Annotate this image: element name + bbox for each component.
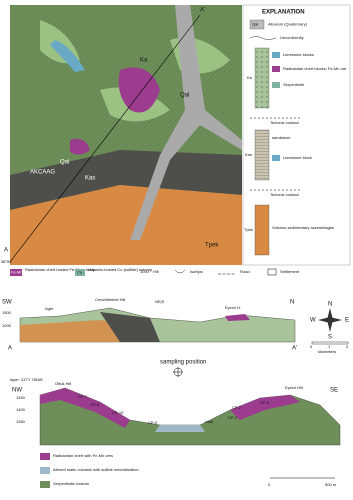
explanation-title: EXPLANATION bbox=[262, 10, 305, 16]
kas-unit bbox=[10, 150, 242, 210]
legend-item: Radiolarian chert hosted Fe-Mn outcrop bbox=[25, 267, 96, 272]
elevation-label: 1450 bbox=[16, 395, 26, 400]
road-label: road bbox=[205, 419, 213, 424]
tpek-unit bbox=[10, 185, 242, 265]
compass: E bbox=[345, 318, 349, 324]
legend-item: Unconformity bbox=[280, 35, 304, 40]
sample-label: CP-2 bbox=[232, 405, 242, 410]
legend-item: Serpentinitic mixture bbox=[53, 481, 90, 486]
elevation-label: 1000 bbox=[2, 323, 12, 328]
legend-symbol: Cu bbox=[77, 270, 82, 275]
direction: SE bbox=[330, 388, 338, 394]
legend-item: Road bbox=[240, 269, 250, 274]
sample-label: CP-7 bbox=[78, 394, 88, 399]
alluvium bbox=[130, 5, 242, 240]
legend-item: Settlement bbox=[280, 269, 300, 274]
section-end: A bbox=[4, 248, 8, 254]
geologic-map: Qal Ka AKCAAG Kas Tpek Qal 38°54' 38°54'… bbox=[1, 5, 254, 265]
scale-label: 2 bbox=[346, 344, 349, 349]
section-end: A' bbox=[292, 346, 297, 352]
place-label: AKCAAG bbox=[30, 170, 55, 176]
legend-item: Hill bbox=[153, 269, 159, 274]
legend-item: Tectonic contact bbox=[270, 120, 300, 125]
legend-item: Tectonic contact bbox=[270, 192, 300, 197]
elevation-label: 1350 bbox=[16, 419, 26, 424]
legend-item: Volcano-sedimentary assemblages bbox=[272, 225, 334, 230]
legend-symbol: 1000 bbox=[140, 269, 150, 274]
coordinate: 38°54' bbox=[1, 259, 12, 264]
scale-label: 0 bbox=[310, 344, 313, 349]
layer-note: layer: 317°/ 78NW bbox=[10, 377, 43, 382]
compass: S bbox=[328, 335, 332, 341]
legend-item: sandstone bbox=[272, 135, 291, 140]
legend-item: Serpentinite bbox=[283, 82, 305, 87]
direction: N bbox=[290, 300, 294, 306]
sample-label: CP-10 bbox=[112, 410, 124, 415]
compass: W bbox=[310, 318, 316, 324]
hill-label: Cevizlidimbel Hill bbox=[95, 297, 125, 302]
legend-item: Radiolarian chert with Fe-Mn ores bbox=[53, 453, 113, 458]
sample-label: CP-9 bbox=[148, 420, 158, 425]
section-end: A bbox=[8, 346, 12, 352]
hill-label: Eyerci H. bbox=[225, 305, 241, 310]
unit-label: Qal bbox=[60, 160, 69, 166]
unit-code: Tpek bbox=[244, 227, 253, 232]
elevation-label: 1400 bbox=[16, 407, 26, 412]
direction: NE|S bbox=[155, 299, 165, 304]
explanation: EXPLANATION Qal Alluvium (Quaternary) Un… bbox=[242, 4, 351, 266]
section-end: A' bbox=[200, 8, 205, 14]
unit-label: Ka bbox=[140, 58, 148, 64]
unit-code: Ka bbox=[247, 75, 253, 80]
sample-label: CP-3 bbox=[228, 415, 238, 420]
compass: N bbox=[328, 302, 332, 308]
legend-symbol: Fe-Mn bbox=[11, 270, 23, 275]
legend-item: Isohips bbox=[190, 269, 203, 274]
unit-code: Qal bbox=[252, 22, 258, 27]
sample-label: CP-4 bbox=[260, 400, 270, 405]
legend-item: Limestone blocks bbox=[283, 52, 314, 57]
section-line bbox=[9, 14, 201, 263]
elevation-label: 1500 bbox=[2, 310, 12, 315]
unit-label: Tpek bbox=[205, 243, 219, 249]
sample-label: CP-8 bbox=[90, 402, 100, 407]
symbol-legend: Fe-Mn Radiolarian chert hosted Fe-Mn out… bbox=[10, 267, 300, 276]
legend-item: Limestone block bbox=[283, 155, 312, 160]
legend-item: Altered mafic volcanic with sulfide mine… bbox=[53, 467, 139, 472]
direction: SW bbox=[2, 300, 12, 306]
detail-title: sampling position bbox=[160, 360, 206, 366]
direction: NW bbox=[12, 388, 22, 394]
unit-label: Kas bbox=[85, 176, 95, 182]
scale-label: 1 bbox=[328, 344, 331, 349]
cross-section: SW N NE|S Izgle Cevizlidimbel Hill Eyerc… bbox=[2, 297, 349, 354]
detail-section: sampling position layer: 317°/ 78NW NW S… bbox=[10, 360, 341, 488]
legend-item: Volcanic-hosted Cu (sulfide) outcrop bbox=[88, 267, 153, 272]
scale-label: 500 m bbox=[325, 482, 337, 487]
chert-blocks bbox=[70, 67, 160, 155]
scale-label: 0 bbox=[268, 482, 271, 487]
hill-label: Ottuk Hill bbox=[55, 381, 71, 386]
scale-label: kilometers bbox=[318, 349, 336, 354]
serpentinite bbox=[50, 40, 85, 72]
unit-code: Kas bbox=[245, 152, 252, 157]
hill-label: Izgle bbox=[45, 306, 54, 311]
unit-label: Qal bbox=[180, 93, 189, 99]
hill-label: Eyerci Hill bbox=[285, 385, 303, 390]
legend-item: Radiolarian chert blocks; Fe-Mn ore bbox=[283, 66, 347, 71]
legend-item: Alluvium (Quaternary) bbox=[268, 22, 308, 27]
